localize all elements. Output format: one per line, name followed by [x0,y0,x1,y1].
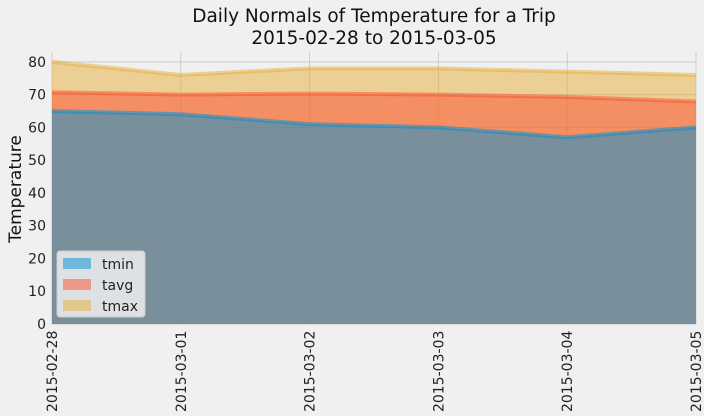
y-tick-label: 50 [28,153,46,169]
legend-swatch-tmax [63,300,91,311]
legend-label-tavg: tavg [102,278,133,294]
y-tick-label: 60 [28,120,46,136]
x-tick-label: 2015-03-04 [560,331,576,412]
line-tmax [51,59,697,77]
x-tick-label: 2015-03-02 [303,331,319,412]
y-tick-label: 80 [28,55,46,71]
x-axis-ticks: 2015-02-28 2015-03-01 2015-03-02 2015-03-03… [45,331,704,412]
x-tick-label: 2015-03-03 [431,331,447,412]
x-tick-label: 2015-02-28 [45,331,61,412]
x-tick-label: 2015-03-05 [689,331,704,412]
y-tick-label: 70 [28,88,46,104]
x-tick-label: 2015-03-01 [174,331,190,412]
legend-label-tmin: tmin [102,257,134,273]
chart-title-line: 2015-02-28 to 2015-03-05 [251,28,496,49]
line-tmin [51,108,697,140]
series-areas [52,61,696,325]
legend-swatch-tmin [63,258,91,269]
legend: tmin tavg tmax [56,250,146,318]
y-axis-ticks: 0 10 20 30 40 50 60 70 80 [28,55,46,333]
line-tavg [51,90,697,104]
legend-label-tmax: tmax [102,299,138,315]
chart-title: Daily Normals of Temperature for a Trip 2… [192,6,556,49]
y-tick-label: 10 [28,284,46,300]
legend-swatch-tavg [63,279,91,290]
y-tick-label: 0 [37,317,46,333]
y-tick-label: 30 [28,219,46,235]
series-lines [51,59,697,140]
y-axis-label: Temperature [6,135,26,244]
chart-title-line: Daily Normals of Temperature for a Trip [192,6,556,27]
y-tick-label: 40 [28,186,46,202]
area-tmin [52,110,696,325]
y-tick-label: 20 [28,251,46,267]
